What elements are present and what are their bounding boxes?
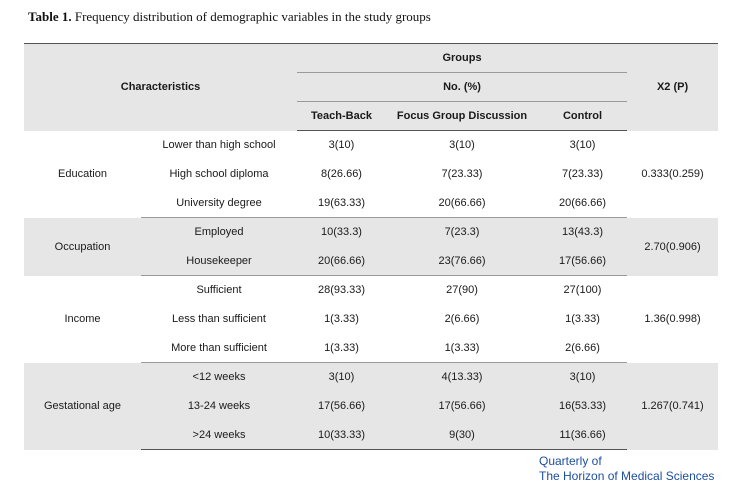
cell-focus-group: 20(66.66) [386, 188, 538, 218]
section-occupation: Occupation Employed 10(33.3) 7(23.3) 13(… [24, 217, 719, 276]
cell-x2p: 2.70(0.906) [627, 217, 719, 276]
cell-teach-back: 10(33.33) [297, 420, 386, 450]
cell-control: 27(100) [563, 284, 602, 297]
cell-teach-back: 8(26.66) [321, 168, 362, 180]
cell-teach-back: 3(10) [328, 139, 355, 152]
table-row: High school diploma 8(26.66) 7(23.33) 7(… [24, 160, 718, 189]
cell-control: 1(3.33) [565, 313, 600, 325]
cell-teach-back: 19(63.33) [297, 188, 386, 218]
cell-teach-back: 1(3.33) [324, 313, 359, 325]
row-label: Less than sufficient [172, 313, 266, 325]
section-name: Income [64, 313, 101, 325]
cell-focus-group: 7(23.33) [441, 168, 483, 180]
cell-control: 3(10) [569, 139, 596, 152]
cell-focus-group: 17(56.66) [386, 391, 538, 421]
header-no-pct: No. (%) [297, 72, 628, 102]
table-caption: Table 1. Frequency distribution of demog… [28, 9, 431, 25]
cell-control: 3(10) [538, 362, 628, 392]
section-name: Occupation [24, 217, 141, 276]
row-label: Employed [141, 217, 297, 247]
row-label: >24 weeks [141, 420, 297, 450]
cell-x2p: 1.36(0.998) [644, 313, 701, 325]
cell-focus-group: 23(76.66) [386, 246, 538, 276]
header-control: Control [538, 101, 628, 131]
row-label: More than sufficient [141, 333, 297, 363]
section-gestational-age: Gestational age <12 weeks 3(10) 4(13.33)… [24, 362, 719, 450]
row-label: <12 weeks [141, 362, 297, 392]
table-caption-text: Frequency distribution of demographic va… [74, 9, 431, 24]
cell-teach-back: 10(33.3) [297, 217, 386, 247]
table-row: University degree 19(63.33) 20(66.66) 20… [24, 188, 718, 218]
cell-control: 13(43.3) [538, 217, 628, 247]
cell-teach-back: 1(3.33) [297, 333, 386, 363]
journal-line-2: The Horizon of Medical Sciences [539, 469, 715, 483]
section-name: Gestational age [24, 362, 141, 450]
cell-teach-back: 28(93.33) [317, 284, 366, 297]
cell-teach-back: 17(56.66) [297, 391, 386, 421]
header-groups: Groups [297, 43, 628, 73]
cell-teach-back: 3(10) [297, 362, 386, 392]
journal-watermark: Quarterly of The Horizon of Medical Scie… [539, 454, 714, 484]
table-caption-label: Table 1. [28, 9, 72, 24]
demographics-table: Characteristics Groups X2 (P) No. (%) Te… [24, 43, 719, 450]
row-label: High school diploma [169, 168, 269, 180]
cell-control: 16(53.33) [538, 391, 628, 421]
table-row: More than sufficient 1(3.33) 1(3.33) 2(6… [24, 333, 718, 363]
row-label: Lower than high school [162, 139, 276, 151]
row-label: Housekeeper [141, 246, 297, 276]
table-row: Income Sufficient 28(93.33) 27(90) 27(10… [24, 276, 718, 325]
row-label: University degree [141, 188, 297, 218]
cell-x2p: 1.267(0.741) [627, 362, 719, 450]
header-characteristics: Characteristics [24, 43, 297, 131]
table-row: >24 weeks 10(33.33) 9(30) 11(36.66) [24, 420, 718, 450]
table-row: Housekeeper 20(66.66) 23(76.66) 17(56.66… [24, 246, 718, 276]
journal-line-1: Quarterly of [539, 454, 602, 468]
header-teach-back: Teach-Back [297, 101, 386, 131]
header-focus-group: Focus Group Discussion [386, 101, 538, 131]
cell-control: 7(23.33) [562, 168, 603, 180]
section-name: Education [58, 168, 107, 180]
section-income: Income Sufficient 28(93.33) 27(90) 27(10… [24, 276, 718, 363]
cell-control: 20(66.66) [538, 188, 628, 218]
table-row: Gestational age <12 weeks 3(10) 4(13.33)… [24, 362, 719, 450]
cell-control: 17(56.66) [538, 246, 628, 276]
cell-focus-group: 2(6.66) [444, 313, 480, 325]
cell-focus-group: 9(30) [386, 420, 538, 450]
cell-focus-group: 3(10) [449, 139, 475, 152]
table-header: Characteristics Groups X2 (P) No. (%) Te… [24, 43, 719, 131]
table-row: Occupation Employed 10(33.3) 7(23.3) 13(… [24, 217, 719, 276]
row-label: 13-24 weeks [141, 391, 297, 421]
header-x2p: X2 (P) [627, 43, 719, 131]
cell-x2p: 0.333(0.259) [641, 168, 704, 180]
row-label: Sufficient [196, 284, 242, 297]
cell-control: 11(36.66) [538, 420, 628, 450]
cell-focus-group: 4(13.33) [386, 362, 538, 392]
table-row: 13-24 weeks 17(56.66) 17(56.66) 16(53.33… [24, 391, 718, 421]
cell-focus-group: 1(3.33) [386, 333, 538, 363]
cell-focus-group: 27(90) [446, 284, 478, 297]
table-row: Less than sufficient 1(3.33) 2(6.66) 1(3… [24, 305, 718, 334]
cell-focus-group: 7(23.3) [386, 217, 538, 247]
table-row: Education Lower than high school 3(10) 3… [24, 131, 718, 180]
section-education: Education Lower than high school 3(10) 3… [24, 131, 718, 218]
cell-control: 2(6.66) [538, 333, 628, 363]
cell-teach-back: 20(66.66) [297, 246, 386, 276]
